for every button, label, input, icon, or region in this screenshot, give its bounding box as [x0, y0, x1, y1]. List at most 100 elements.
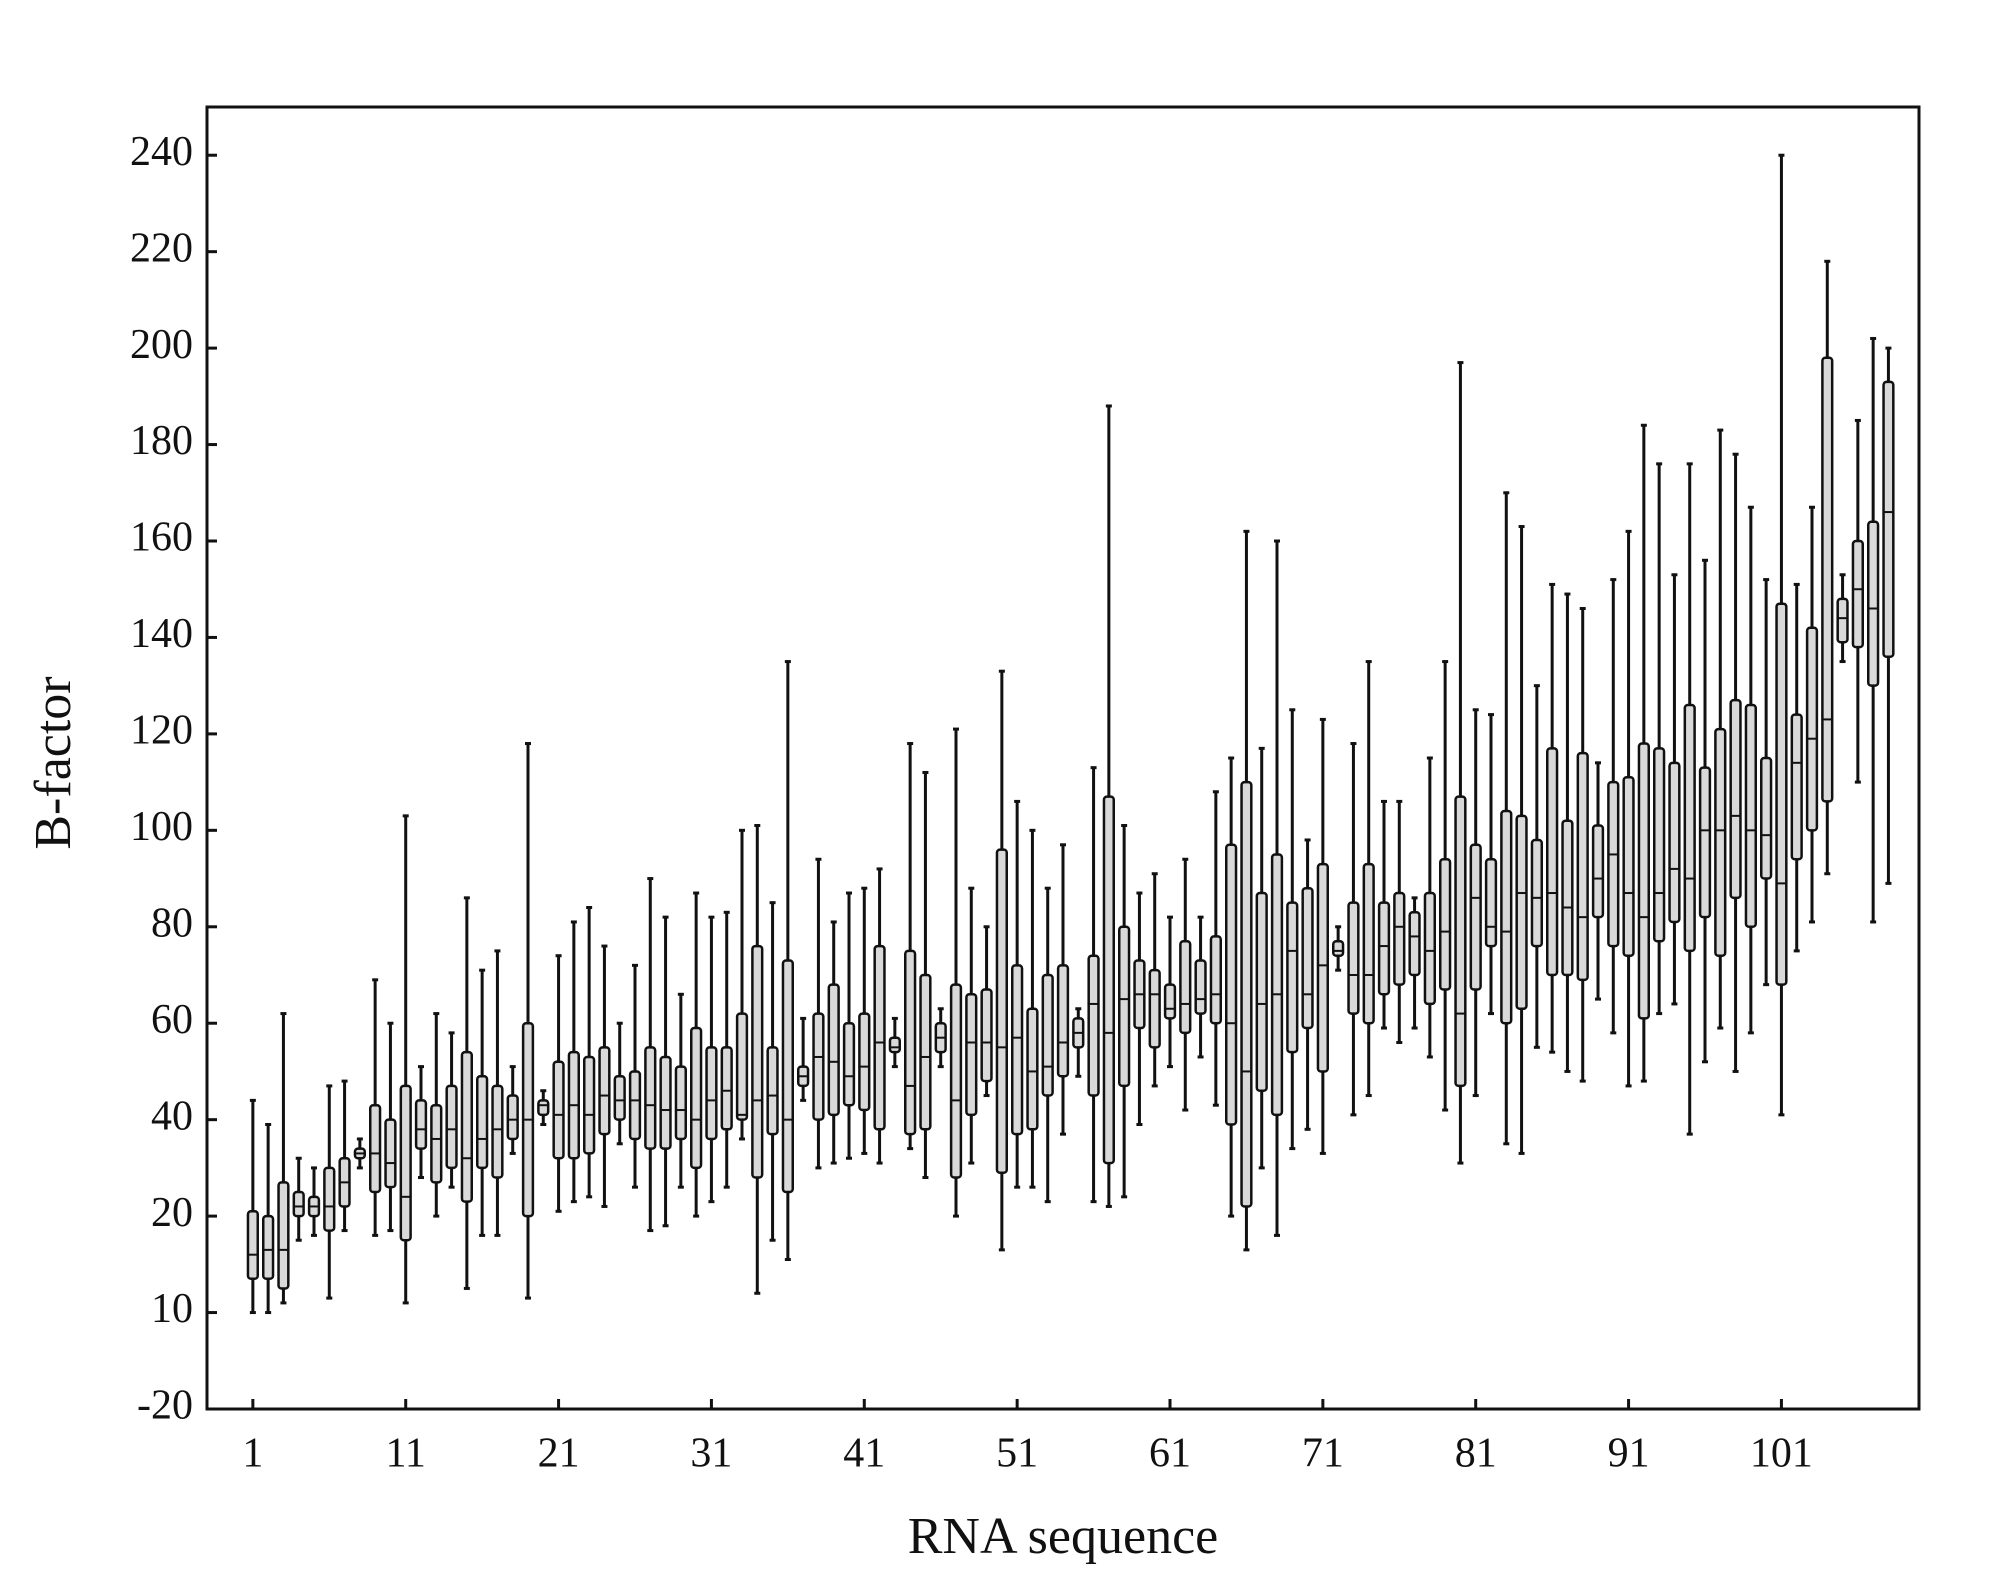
box [613, 1075, 626, 1121]
box [384, 1118, 397, 1189]
x-tick-label: 41 [843, 1431, 885, 1477]
box [323, 1166, 336, 1232]
box [1591, 824, 1605, 919]
box [1484, 858, 1498, 948]
box [1698, 766, 1712, 919]
box [1500, 809, 1513, 1025]
y-tick-label: 220 [130, 225, 193, 271]
box [1607, 780, 1620, 948]
box [1408, 911, 1421, 977]
box [781, 959, 794, 1194]
box [246, 1210, 259, 1281]
box [858, 1012, 871, 1112]
box [1225, 843, 1238, 1126]
box [1056, 964, 1070, 1078]
y-tick-label: 20 [151, 1190, 193, 1236]
box [628, 1070, 642, 1141]
y-tick-label: 100 [130, 804, 193, 850]
box [965, 993, 978, 1117]
box [1622, 776, 1635, 957]
box [460, 1050, 473, 1203]
y-tick-label: 10 [151, 1286, 193, 1332]
box [949, 983, 963, 1179]
box [414, 1099, 428, 1150]
box [1393, 891, 1406, 986]
x-axis-title: RNA sequence [908, 1508, 1218, 1565]
box [1377, 901, 1391, 996]
box [1729, 698, 1742, 900]
box [1836, 597, 1849, 644]
plot-frame [205, 105, 1921, 1411]
box [995, 848, 1008, 1174]
box [812, 1012, 825, 1121]
box [644, 1046, 657, 1150]
y-tick-label: 160 [130, 515, 193, 561]
x-tick-label: 21 [538, 1431, 580, 1477]
box [1668, 761, 1681, 924]
box [766, 1046, 779, 1136]
y-tick-label: 80 [151, 900, 193, 946]
box [491, 1084, 504, 1179]
x-tick-label: 31 [690, 1431, 732, 1477]
box [1362, 862, 1375, 1025]
box [1851, 539, 1864, 649]
box [1744, 703, 1757, 929]
box [751, 944, 764, 1179]
box [1194, 959, 1207, 1015]
box [1240, 780, 1253, 1208]
box [369, 1103, 382, 1194]
box [552, 1060, 565, 1160]
box [1347, 901, 1360, 1015]
box [1454, 795, 1467, 1088]
x-tick-label: 11 [385, 1431, 425, 1477]
y-axis-title: B-factor [25, 676, 82, 849]
box [1209, 935, 1222, 1025]
box [1270, 853, 1284, 1117]
box [1576, 751, 1589, 982]
x-tick-label: 61 [1149, 1431, 1191, 1477]
box [1087, 954, 1100, 1097]
box [1775, 602, 1788, 986]
box [873, 944, 886, 1131]
box [1515, 814, 1528, 1011]
box [445, 1084, 458, 1170]
box [888, 1036, 901, 1054]
box [399, 1084, 412, 1242]
x-tick-label: 51 [996, 1431, 1038, 1477]
box [1561, 819, 1574, 977]
box [1316, 862, 1329, 1073]
box [1423, 891, 1436, 1006]
box [1882, 380, 1895, 658]
box [1163, 983, 1177, 1020]
y-tick-label: 60 [151, 997, 193, 1043]
box [1255, 891, 1268, 1092]
x-tick-label: 91 [1608, 1431, 1650, 1477]
box [1530, 838, 1543, 948]
box [1714, 727, 1727, 957]
x-tick-label: 101 [1750, 1431, 1813, 1477]
box [705, 1046, 718, 1141]
box [659, 1055, 672, 1150]
y-tick-label: 40 [151, 1093, 193, 1139]
box [598, 1046, 611, 1136]
box [919, 973, 932, 1131]
box [1790, 713, 1803, 861]
box [1332, 939, 1345, 957]
box [476, 1075, 489, 1170]
box [735, 1012, 749, 1121]
x-tick-label: 1 [242, 1431, 263, 1477]
box [292, 1190, 305, 1218]
y-tick-label: 180 [130, 418, 193, 464]
box [1026, 1007, 1039, 1131]
y-tick-label: -20 [137, 1383, 193, 1429]
box [1821, 356, 1834, 803]
box [1546, 747, 1559, 977]
box [1102, 795, 1115, 1165]
y-tick-label: 200 [130, 322, 193, 368]
box [720, 1046, 733, 1131]
y-tick-label: 120 [130, 708, 193, 754]
box [506, 1094, 519, 1141]
box [904, 949, 917, 1136]
